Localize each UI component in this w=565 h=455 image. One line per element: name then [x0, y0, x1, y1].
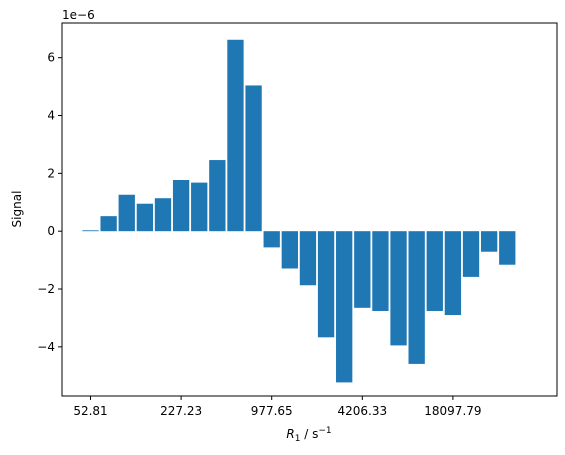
bar: [245, 85, 262, 232]
bar: [227, 39, 244, 232]
bar: [390, 231, 407, 346]
bar: [426, 231, 443, 311]
x-tick-label: 977.65: [251, 404, 293, 418]
x-axis-label-base: R: [286, 427, 294, 441]
bar: [263, 231, 280, 248]
x-tick-label: 4206.33: [337, 404, 387, 418]
y-axis: −4 −2 0 2 4 6: [37, 51, 62, 354]
bar: [82, 230, 99, 232]
plot-frame: [61, 22, 558, 397]
y-exponent-label: 1e−6: [62, 8, 95, 22]
y-tick-label: 0: [47, 224, 55, 238]
bar: [480, 231, 498, 252]
bar: [317, 231, 335, 338]
x-axis-label-sup: −1: [318, 426, 331, 436]
y-tick-label: 6: [47, 51, 55, 65]
y-tick-label: 2: [47, 166, 55, 180]
bar: [154, 198, 172, 232]
bar: [408, 231, 425, 364]
y-axis-label: Signal: [10, 191, 24, 228]
bar: [209, 160, 226, 232]
x-tick-label: 18097.79: [424, 404, 481, 418]
bar: [336, 231, 353, 383]
x-tick-label: 227.23: [160, 404, 202, 418]
bar: [372, 231, 389, 311]
bar: [354, 231, 371, 308]
x-axis-label-mid: / s: [300, 427, 318, 441]
y-tick-label: 4: [47, 109, 55, 123]
y-tick-label: −4: [37, 340, 55, 354]
bar: [118, 194, 135, 232]
x-tick-label: 52.81: [73, 404, 107, 418]
bar: [499, 231, 516, 265]
bar: [299, 231, 317, 286]
x-axis-label-sub: 1: [295, 434, 301, 444]
bar: [172, 180, 190, 232]
bar: [136, 203, 154, 232]
bar: [444, 231, 462, 316]
bar: [281, 231, 298, 269]
bars-group: [82, 39, 516, 383]
bar: [100, 216, 117, 232]
bar: [462, 231, 480, 277]
y-tick-label: −2: [37, 282, 55, 296]
bar: [191, 182, 208, 232]
plot-area: [62, 23, 557, 396]
x-axis-label: R1 / s−1: [286, 426, 331, 444]
x-axis: 52.81 227.23 977.65 4206.33 18097.79: [73, 396, 482, 418]
